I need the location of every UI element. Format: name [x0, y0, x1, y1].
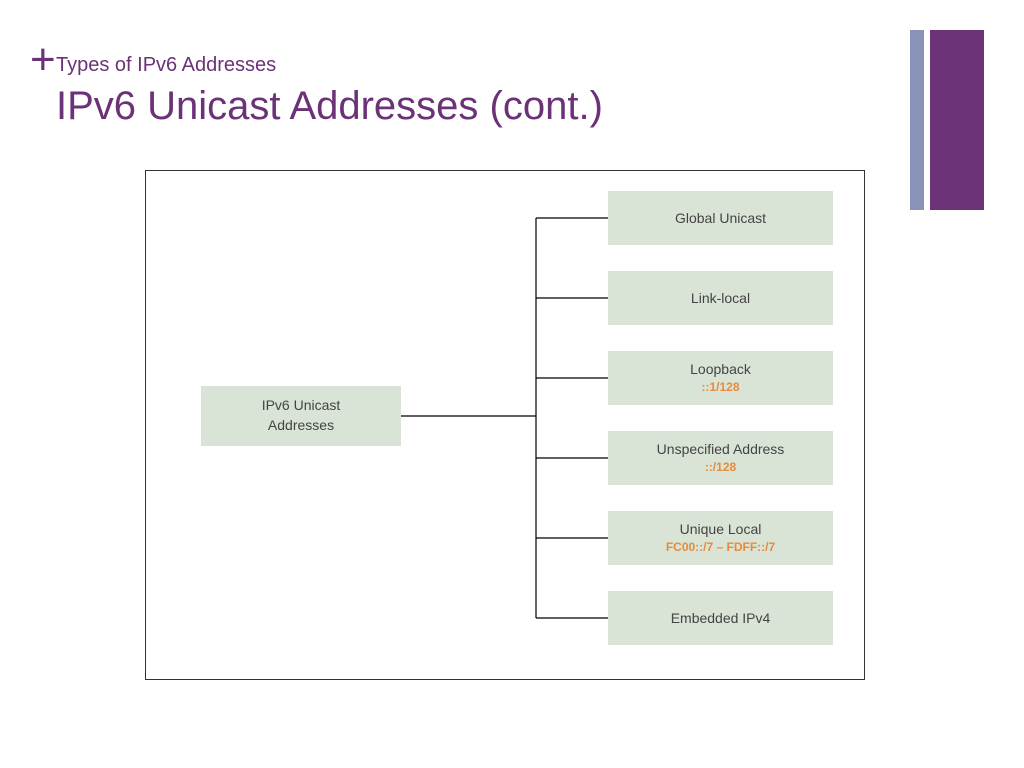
tree-root-node: IPv6 UnicastAddresses [201, 386, 401, 446]
diagram-frame: IPv6 UnicastAddresses Global Unicast Link-… [145, 170, 865, 680]
node-label: Unique Local [680, 520, 762, 538]
tree-child-node: Unique LocalFC00::/7 – FDFF::/7 [608, 511, 833, 565]
node-label: Global Unicast [675, 209, 766, 227]
decor-bar-purple [930, 30, 984, 210]
node-label: Embedded IPv4 [671, 609, 771, 627]
node-subtext: ::1/128 [701, 380, 739, 396]
tree-child-node: Loopback::1/128 [608, 351, 833, 405]
node-subtext: ::/128 [705, 460, 736, 476]
node-label: Link-local [691, 289, 750, 307]
node-label: Unspecified Address [657, 440, 785, 458]
plus-icon: + [30, 38, 56, 82]
node-label: IPv6 Unicast [262, 396, 341, 416]
node-label: Addresses [268, 416, 334, 436]
node-label: Loopback [690, 360, 751, 378]
tree-child-node: Unspecified Address::/128 [608, 431, 833, 485]
tree-child-node: Link-local [608, 271, 833, 325]
node-subtext: FC00::/7 – FDFF::/7 [666, 540, 775, 556]
tree-child-node: Global Unicast [608, 191, 833, 245]
slide-title: IPv6 Unicast Addresses (cont.) [56, 84, 603, 129]
decor-bar-blue [910, 30, 924, 210]
tree-child-node: Embedded IPv4 [608, 591, 833, 645]
slide-subtitle: Types of IPv6 Addresses [56, 54, 276, 77]
